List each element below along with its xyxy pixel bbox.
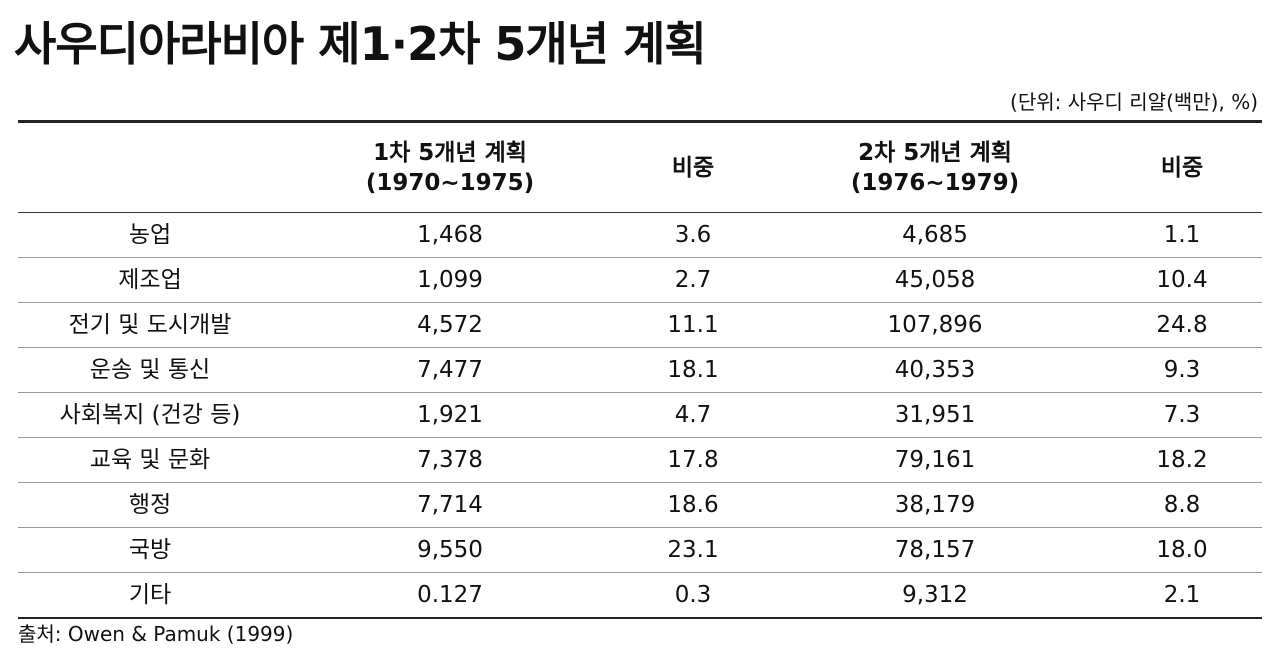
table-cell: 0.127 xyxy=(417,582,483,608)
table-cell: 40,353 xyxy=(894,357,976,383)
source-note: 출처: Owen & Pamuk (1999) xyxy=(18,622,294,646)
header-row: 1차 5개년 계획 (1970~1975) 비중 2차 5개년 계획 (1976~197… xyxy=(18,123,1262,213)
table-cell: 3.6 xyxy=(674,222,712,248)
table-cell: 17.8 xyxy=(667,447,719,473)
table-cell: 9,312 xyxy=(902,582,968,608)
table-cell: 7,714 xyxy=(417,492,483,518)
table-cell: 78,157 xyxy=(894,537,976,563)
table-cell: 1,921 xyxy=(417,402,483,428)
unit-note: (단위: 사우디 리얄(백만), %) xyxy=(1010,90,1258,114)
table-row: 운송 및 통신 7,477 18.1 40,353 9.3 xyxy=(18,347,1262,392)
table-cell: 18.1 xyxy=(667,357,719,383)
table-cell: 2.7 xyxy=(674,267,712,293)
table-cell: 1,099 xyxy=(417,267,483,293)
table-row: 전기 및 도시개발 4,572 11.1 107,896 24.8 xyxy=(18,302,1262,347)
table: 1차 5개년 계획 (1970~1975) 비중 2차 5개년 계획 (1976~197… xyxy=(18,120,1262,619)
table-cell: 31,951 xyxy=(894,402,976,428)
table-cell: 전기 및 도시개발 xyxy=(68,312,232,338)
table-row: 기타 0.127 0.3 9,312 2.1 xyxy=(18,572,1262,617)
table-cell: 농업 xyxy=(128,222,172,248)
table-cell: 10.4 xyxy=(1156,267,1208,293)
table-cell: 18.2 xyxy=(1156,447,1208,473)
table-cell: 행정 xyxy=(128,492,172,518)
table-row: 사회복지 (건강 등) 1,921 4.7 31,951 7.3 xyxy=(18,392,1262,437)
table-cell: 18.0 xyxy=(1156,537,1208,563)
header-text: 2차 5개년 계획 xyxy=(858,139,1012,166)
table-cell: 기타 xyxy=(128,582,172,608)
table-cell: 4,685 xyxy=(902,222,968,248)
table-row: 국방 9,550 23.1 78,157 18.0 xyxy=(18,527,1262,572)
header-text: 비중 xyxy=(1160,154,1204,181)
table-row: 농업 1,468 3.6 4,685 1.1 xyxy=(18,213,1262,257)
table-cell: 9.3 xyxy=(1163,357,1201,383)
table-cell: 운송 및 통신 xyxy=(89,357,211,383)
table-cell: 79,161 xyxy=(894,447,976,473)
table-cell: 사회복지 (건강 등) xyxy=(59,402,241,428)
header-cell: 비중 xyxy=(1102,153,1262,183)
table-cell: 교육 및 문화 xyxy=(89,447,211,473)
table-cell: 9,550 xyxy=(417,537,483,563)
table-cell: 45,058 xyxy=(894,267,976,293)
header-cell: 2차 5개년 계획 (1976~1979) xyxy=(768,138,1102,198)
table-cell: 7,477 xyxy=(417,357,483,383)
table-cell: 107,896 xyxy=(887,312,983,338)
title: 사우디아라비아 제1·2차 5개년 계획 xyxy=(14,17,707,71)
table-cell: 7,378 xyxy=(417,447,483,473)
table-cell: 4.7 xyxy=(674,402,712,428)
table-cell: 7.3 xyxy=(1163,402,1201,428)
header-cell: 비중 xyxy=(618,153,768,183)
table-row: 제조업 1,099 2.7 45,058 10.4 xyxy=(18,257,1262,302)
table-cell: 4,572 xyxy=(417,312,483,338)
table-cell: 38,179 xyxy=(894,492,976,518)
table-cell: 8.8 xyxy=(1163,492,1201,518)
table-row: 교육 및 문화 7,378 17.8 79,161 18.2 xyxy=(18,437,1262,482)
header-text: 비중 xyxy=(671,154,715,181)
table-cell: 1,468 xyxy=(417,222,483,248)
table-cell: 11.1 xyxy=(667,312,719,338)
table-cell: 2.1 xyxy=(1163,582,1201,608)
table-cell: 24.8 xyxy=(1156,312,1208,338)
table-cell: 18.6 xyxy=(667,492,719,518)
table-cell: 23.1 xyxy=(667,537,719,563)
header-text: 1차 5개년 계획 xyxy=(373,139,527,166)
table-cell: 0.3 xyxy=(674,582,712,608)
table-row: 행정 7,714 18.6 38,179 8.8 xyxy=(18,482,1262,527)
table-cell: 국방 xyxy=(128,537,172,563)
header-cell: 1차 5개년 계획 (1970~1975) xyxy=(282,138,618,198)
table-cell: 1.1 xyxy=(1163,222,1201,248)
header-text: (1976~1979) xyxy=(850,169,1020,196)
table-cell: 제조업 xyxy=(118,267,182,293)
header-text: (1970~1975) xyxy=(365,169,535,196)
